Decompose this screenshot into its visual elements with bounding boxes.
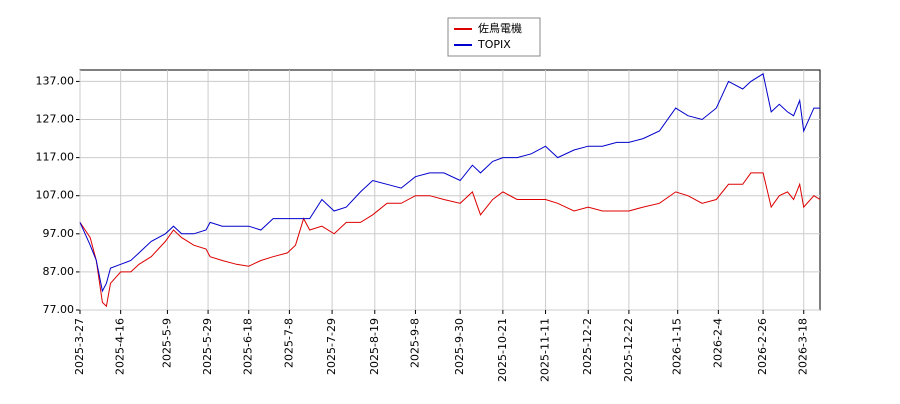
x-tick-label: 2025-12-22: [622, 318, 635, 382]
y-tick-label: 127.00: [36, 113, 75, 126]
x-tick-label: 2025-9-8: [408, 318, 421, 368]
x-tick-label: 2025-7-29: [325, 318, 338, 375]
x-tick-label: 2025-9-30: [453, 318, 466, 375]
x-tick-label: 2025-12-2: [581, 318, 594, 375]
x-tick-label: 2025-6-18: [242, 318, 255, 375]
x-tick-label: 2025-4-16: [114, 318, 127, 375]
plot-frame: [79, 69, 821, 311]
y-tick-label: 97.00: [43, 227, 75, 240]
x-tick-label: 2026-2-4: [711, 318, 724, 368]
y-tick-label: 107.00: [36, 189, 75, 202]
x-tick-label: 2026-1-15: [671, 318, 684, 375]
series-line: [79, 72, 820, 293]
x-tick-label: 2026-2-26: [756, 318, 769, 375]
x-tick-label: 2025-3-27: [73, 318, 86, 375]
x-tick-label: 2025-7-8: [282, 318, 295, 368]
y-tick-label: 117.00: [36, 151, 75, 164]
x-tick-label: 2025-5-29: [201, 318, 214, 375]
x-tick-label: 2025-10-21: [496, 318, 509, 382]
y-tick-label: 77.00: [43, 303, 75, 316]
x-tick-label: 2025-11-11: [539, 318, 552, 382]
legend-box: [447, 17, 541, 57]
legend-label: 佐鳥電機: [478, 21, 522, 35]
x-tick-label: 2026-3-18: [797, 318, 810, 375]
x-tick-label: 2025-5-9: [160, 318, 173, 368]
y-tick-label: 137.00: [36, 74, 75, 87]
legend-label: TOPIX: [477, 38, 511, 51]
y-tick-label: 87.00: [43, 265, 75, 278]
x-tick-label: 2025-8-19: [368, 318, 381, 375]
series-line: [79, 172, 821, 308]
